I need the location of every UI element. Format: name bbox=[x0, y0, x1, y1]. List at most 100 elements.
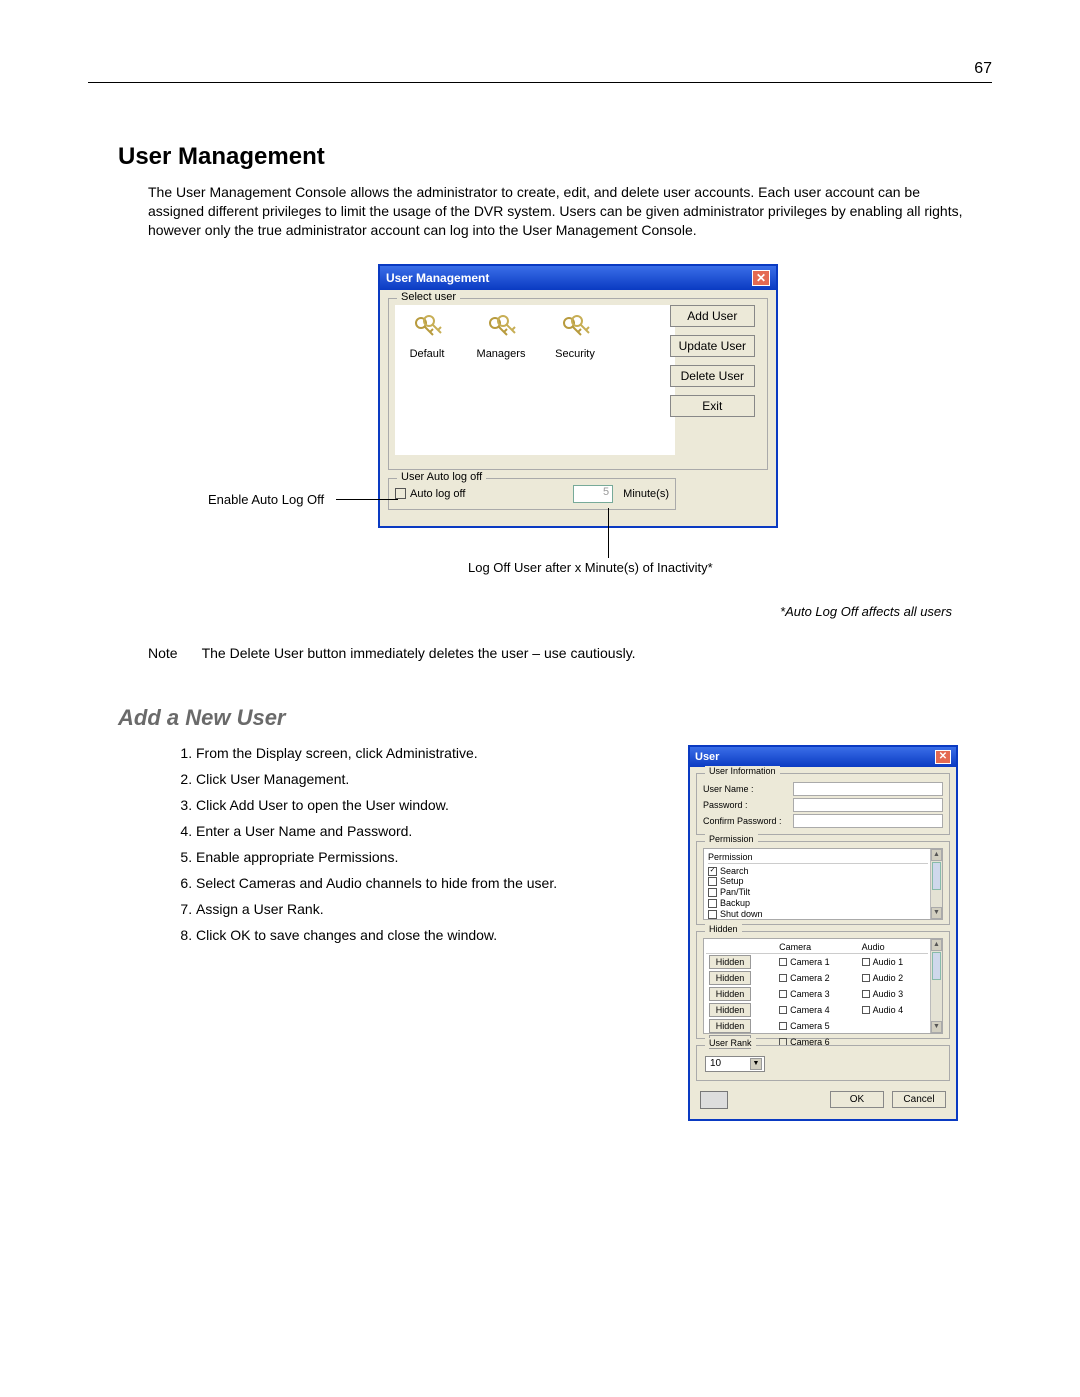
user-management-dialog: User Management ✕ Select user bbox=[378, 264, 778, 528]
user-item-security[interactable]: Security bbox=[547, 313, 603, 360]
checkbox-icon[interactable] bbox=[779, 958, 787, 966]
scroll-thumb[interactable] bbox=[932, 862, 941, 890]
autolog-checkbox[interactable] bbox=[395, 488, 406, 499]
scrollbar[interactable]: ▲ ▼ bbox=[930, 939, 942, 1033]
scroll-down-icon[interactable]: ▼ bbox=[931, 1021, 942, 1033]
checkbox-icon[interactable] bbox=[708, 910, 717, 919]
permission-item-backup[interactable]: Backup bbox=[708, 898, 928, 909]
close-icon[interactable]: ✕ bbox=[935, 750, 951, 764]
permission-header: Permission bbox=[708, 851, 928, 864]
confirm-password-input[interactable] bbox=[793, 814, 943, 828]
form-row-confirm: Confirm Password : bbox=[703, 814, 943, 828]
checkbox-icon[interactable]: ✓ bbox=[708, 867, 717, 876]
user-rank-fieldset: User Rank 10 ▼ bbox=[696, 1045, 950, 1081]
step-item: Click OK to save changes and close the w… bbox=[196, 927, 668, 943]
user-info-legend: User Information bbox=[705, 766, 780, 776]
autolog-checkbox-label: Auto log off bbox=[410, 488, 465, 500]
user-label: Managers bbox=[473, 348, 529, 360]
autolog-minutes-input[interactable]: 5 bbox=[573, 485, 613, 503]
audio-label: Audio 2 bbox=[873, 973, 904, 983]
callout-enable-auto-log-off: Enable Auto Log Off bbox=[208, 492, 324, 507]
permission-label: Backup bbox=[720, 898, 750, 909]
table-row: Hidden Camera 5 bbox=[706, 1018, 928, 1034]
rank-select[interactable]: 10 ▼ bbox=[705, 1056, 765, 1072]
keyboard-icon[interactable] bbox=[700, 1091, 728, 1109]
checkbox-icon[interactable] bbox=[779, 1022, 787, 1030]
checkbox-icon[interactable] bbox=[708, 877, 717, 886]
close-icon[interactable]: ✕ bbox=[752, 270, 770, 286]
checkbox-icon[interactable] bbox=[779, 974, 787, 982]
user-info-fieldset: User Information User Name : Password : … bbox=[696, 773, 950, 835]
scrollbar[interactable]: ▲ ▼ bbox=[930, 849, 942, 919]
checkbox-icon[interactable] bbox=[862, 990, 870, 998]
hidden-button[interactable]: Hidden bbox=[709, 1003, 751, 1017]
subheading-add-new-user: Add a New User bbox=[118, 705, 992, 731]
user-item-managers[interactable]: Managers bbox=[473, 313, 529, 360]
update-user-button[interactable]: Update User bbox=[670, 335, 755, 357]
note-label: Note bbox=[148, 645, 178, 661]
step-item: Enter a User Name and Password. bbox=[196, 823, 668, 839]
step-item: Click Add User to open the User window. bbox=[196, 797, 668, 813]
permission-item-shutdown[interactable]: Shut down bbox=[708, 909, 928, 920]
password-label: Password : bbox=[703, 800, 789, 810]
user-item-default[interactable]: Default bbox=[399, 313, 455, 360]
autolog-fieldset: User Auto log off Auto log off 5 Minute(… bbox=[388, 478, 676, 510]
permission-item-pantilt[interactable]: Pan/Tilt bbox=[708, 887, 928, 898]
table-row: Hidden Camera 2 Audio 2 bbox=[706, 970, 928, 986]
add-user-button[interactable]: Add User bbox=[670, 305, 755, 327]
username-input[interactable] bbox=[793, 782, 943, 796]
hidden-button[interactable]: Hidden bbox=[709, 955, 751, 969]
password-input[interactable] bbox=[793, 798, 943, 812]
checkbox-icon[interactable] bbox=[862, 1006, 870, 1014]
chevron-down-icon[interactable]: ▼ bbox=[750, 1058, 762, 1070]
permission-fieldset: Permission Permission ✓Search Setup Pan/… bbox=[696, 841, 950, 925]
autolog-unit: Minute(s) bbox=[623, 488, 669, 500]
checkbox-icon[interactable] bbox=[708, 888, 717, 897]
permission-item-setup[interactable]: Setup bbox=[708, 876, 928, 887]
figure-user-management: User Management ✕ Select user bbox=[208, 264, 992, 584]
confirm-password-label: Confirm Password : bbox=[703, 816, 789, 826]
dialog-side-buttons: Add User Update User Delete User Exit bbox=[670, 305, 755, 417]
delete-user-button[interactable]: Delete User bbox=[670, 365, 755, 387]
step-item: Select Cameras and Audio channels to hid… bbox=[196, 875, 668, 891]
checkbox-icon[interactable] bbox=[708, 899, 717, 908]
checkbox-icon[interactable] bbox=[779, 990, 787, 998]
camera-label: Camera 4 bbox=[790, 1005, 830, 1015]
permission-legend: Permission bbox=[705, 834, 758, 844]
callout-logoff-inactivity: Log Off User after x Minute(s) of Inacti… bbox=[468, 560, 713, 575]
hidden-table[interactable]: Camera Audio Hidden Camera 1 Audio 1 Hid… bbox=[703, 938, 943, 1034]
step-item: From the Display screen, click Administr… bbox=[196, 745, 668, 761]
form-row-password: Password : bbox=[703, 798, 943, 812]
col-camera: Camera bbox=[776, 941, 859, 954]
note-row: Note The Delete User button immediately … bbox=[148, 645, 992, 661]
camera-label: Camera 2 bbox=[790, 973, 830, 983]
camera-label: Camera 5 bbox=[790, 1021, 830, 1031]
hidden-fieldset: Hidden Camera Audio Hidden Camera 1 bbox=[696, 931, 950, 1039]
scroll-thumb[interactable] bbox=[932, 952, 941, 980]
scroll-up-icon[interactable]: ▲ bbox=[931, 939, 942, 951]
scroll-down-icon[interactable]: ▼ bbox=[931, 907, 942, 919]
permission-label: Setup bbox=[720, 876, 744, 887]
audio-label: Audio 1 bbox=[873, 957, 904, 967]
checkbox-icon[interactable] bbox=[779, 1006, 787, 1014]
select-user-legend: Select user bbox=[397, 291, 460, 303]
keys-icon bbox=[409, 313, 445, 341]
hidden-button[interactable]: Hidden bbox=[709, 1019, 751, 1033]
permission-label: Pan/Tilt bbox=[720, 887, 750, 898]
table-row: Hidden Camera 4 Audio 4 bbox=[706, 1002, 928, 1018]
cancel-button[interactable]: Cancel bbox=[892, 1091, 946, 1108]
document-page: 67 User Management The User Management C… bbox=[0, 0, 1080, 1161]
user-dialog: User ✕ User Information User Name : Pass… bbox=[688, 745, 958, 1121]
exit-button[interactable]: Exit bbox=[670, 395, 755, 417]
permission-label: Shut down bbox=[720, 909, 763, 920]
checkbox-icon[interactable] bbox=[862, 958, 870, 966]
titlebar: User ✕ bbox=[690, 747, 956, 767]
footer-buttons: OK Cancel bbox=[830, 1091, 946, 1108]
permission-item-search[interactable]: ✓Search bbox=[708, 866, 928, 877]
ok-button[interactable]: OK bbox=[830, 1091, 884, 1108]
hidden-button[interactable]: Hidden bbox=[709, 971, 751, 985]
hidden-button[interactable]: Hidden bbox=[709, 987, 751, 1001]
scroll-up-icon[interactable]: ▲ bbox=[931, 849, 942, 861]
permission-list[interactable]: Permission ✓Search Setup Pan/Tilt Backup… bbox=[703, 848, 943, 920]
checkbox-icon[interactable] bbox=[862, 974, 870, 982]
